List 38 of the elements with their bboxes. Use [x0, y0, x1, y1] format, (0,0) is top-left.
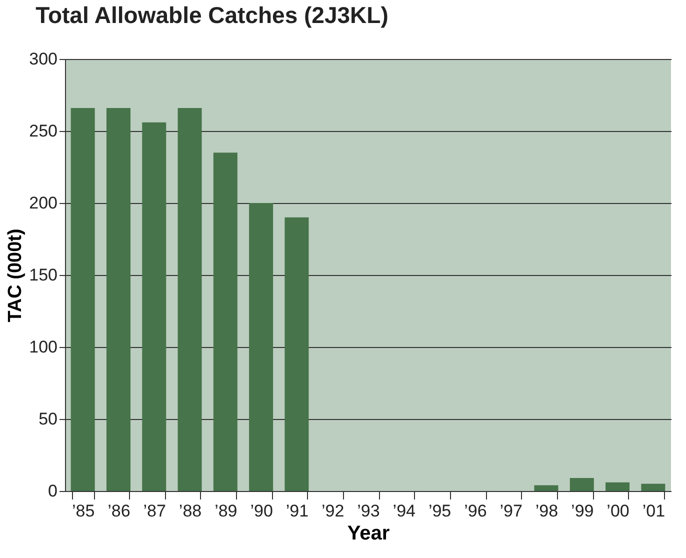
x-tick-label: ’89	[214, 502, 238, 520]
x-tick-label: ’97	[500, 502, 522, 520]
x-tick-label: ’88	[178, 502, 202, 520]
x-tick-label: ’94	[392, 502, 416, 520]
y-tick-label: 0	[48, 482, 58, 500]
y-tick-label: 250	[29, 122, 58, 140]
x-tick-label: ’01	[642, 502, 666, 520]
bar	[70, 108, 95, 491]
x-tick-label: ’85	[72, 502, 95, 520]
y-tick-label: 200	[29, 194, 58, 212]
bar	[178, 108, 202, 491]
x-tick-label: ’91	[286, 502, 309, 520]
x-tick-label: ’93	[357, 502, 380, 520]
x-tick-label: ’86	[108, 502, 130, 520]
y-tick-label: 150	[29, 266, 58, 284]
x-tick-label: ’99	[571, 502, 594, 520]
bar	[284, 217, 309, 491]
x-tick-label: ’98	[535, 502, 558, 520]
bar	[213, 152, 238, 491]
x-tick-label: ’95	[428, 502, 452, 520]
bar	[534, 485, 558, 491]
y-tick-label: 100	[29, 338, 58, 356]
x-tick-label: ’92	[322, 502, 344, 520]
x-axis-title: Year	[347, 522, 390, 544]
bar	[570, 478, 594, 491]
bar	[606, 482, 630, 491]
y-tick-label: 50	[38, 410, 58, 428]
bar	[106, 108, 130, 491]
x-tick-label: ’87	[143, 502, 166, 520]
bar	[142, 122, 166, 491]
x-tick-label: ’90	[250, 502, 273, 520]
y-axis-title: TAC (000t)	[5, 228, 26, 322]
bar	[249, 203, 274, 491]
x-tick-label: ’00	[606, 502, 630, 520]
x-tick-label: ’96	[464, 502, 487, 520]
chart-title: Total Allowable Catches (2J3KL)	[36, 2, 388, 28]
y-tick-label: 300	[29, 50, 58, 68]
bar	[641, 484, 666, 491]
